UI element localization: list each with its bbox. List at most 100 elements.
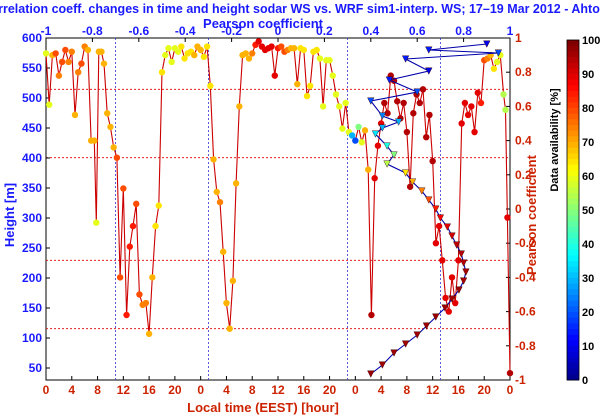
colorbar-swatch	[567, 278, 579, 285]
right-tick-label: 1	[515, 31, 522, 45]
time-series-point	[374, 142, 382, 149]
time-series-point	[468, 103, 475, 110]
colorbar-label: Data availability [%]	[549, 88, 561, 192]
bottom-tick-label: 8	[404, 383, 411, 397]
colorbar-swatch	[567, 232, 579, 239]
colorbar-swatch	[567, 204, 579, 211]
left-tick-label: 500	[22, 91, 42, 105]
time-series-point	[52, 50, 59, 57]
colorbar-swatch	[567, 357, 579, 364]
colorbar-swatch	[567, 329, 579, 336]
profile-point	[390, 151, 398, 159]
time-series-point	[278, 43, 285, 50]
colorbar-swatch	[567, 147, 579, 154]
top-tick-label: 0.2	[316, 24, 333, 38]
time-series-point	[152, 222, 159, 230]
profile-point	[413, 88, 421, 96]
time-series-point	[120, 185, 127, 192]
top-tick-label: 0	[275, 24, 282, 38]
time-series-point	[271, 72, 278, 79]
time-series-point	[220, 248, 227, 255]
time-series-point	[294, 80, 301, 88]
profile-point	[378, 124, 387, 132]
colorbar-swatch	[567, 170, 579, 177]
right-tick-label: -1	[515, 373, 526, 387]
time-series-point	[165, 45, 172, 52]
time-series-point	[452, 299, 459, 307]
time-series-point	[326, 57, 333, 64]
colorbar-swatch	[567, 312, 579, 319]
time-series-point	[332, 91, 340, 98]
colorbar-swatch	[567, 57, 579, 64]
time-series-point	[116, 274, 124, 281]
time-series-point	[502, 106, 509, 114]
colorbar-swatch	[567, 351, 579, 358]
colorbar-tick-label: 70	[582, 137, 594, 149]
top-tick-label: 0.8	[455, 24, 472, 38]
bottom-tick-label: 12	[271, 383, 285, 397]
time-series-point	[371, 175, 378, 182]
time-series-point	[62, 46, 69, 54]
time-series-point	[210, 156, 217, 163]
time-series-point	[91, 137, 98, 144]
top-tick-label: -0.4	[175, 24, 196, 38]
time-series-point	[110, 144, 117, 151]
time-series-point	[313, 46, 320, 54]
profile-point	[462, 268, 470, 276]
colorbar-swatch	[567, 300, 579, 307]
time-series-point	[358, 139, 365, 146]
profile-point	[383, 160, 391, 168]
colorbar-swatch	[567, 272, 579, 279]
left-tick-label: 400	[22, 151, 42, 165]
profile-point	[367, 370, 375, 378]
profile-point	[494, 49, 503, 57]
colorbar-tick-label: 90	[582, 69, 594, 81]
right-tick-label: 0	[515, 202, 522, 216]
colorbar-swatch	[567, 238, 579, 245]
time-series-point	[232, 180, 240, 187]
time-series-point	[352, 137, 359, 144]
right-tick-label: 0.2	[515, 168, 532, 182]
top-tick-label: -0.2	[221, 24, 242, 38]
time-series-point	[126, 243, 133, 250]
time-series-point	[136, 291, 143, 298]
time-series-point	[419, 86, 427, 93]
time-series-point	[200, 53, 208, 61]
left-tick-label: 250	[22, 241, 42, 255]
colorbar-swatch	[567, 363, 579, 370]
profile-point	[453, 241, 461, 249]
bottom-tick-label: 12	[426, 383, 440, 397]
colorbar-swatch	[567, 181, 579, 188]
time-series-point	[329, 72, 336, 79]
time-series-point	[123, 311, 130, 319]
profile-point	[378, 112, 387, 120]
bottom-tick-label: 4	[223, 383, 230, 397]
time-series-point	[365, 166, 372, 173]
time-series-point	[65, 58, 72, 66]
bottom-tick-label: 0	[43, 383, 50, 397]
colorbar-swatch	[567, 255, 579, 262]
time-series-point	[113, 154, 121, 161]
colorbar-tick-label: 100	[582, 35, 600, 47]
bottom-tick-label: 0	[197, 383, 204, 397]
colorbar-swatch	[567, 193, 579, 200]
colorbar-swatch	[567, 198, 579, 205]
colorbar-swatch	[567, 142, 579, 149]
time-series-point	[242, 50, 249, 57]
time-series-point	[429, 157, 436, 165]
profile-point	[448, 232, 456, 240]
time-series-point	[223, 299, 230, 307]
time-series-point	[439, 257, 446, 264]
colorbar-tick-label: 80	[582, 103, 594, 115]
time-series-point	[506, 369, 514, 377]
profile-point	[390, 349, 398, 357]
time-series-point	[504, 214, 511, 221]
profile-point	[367, 97, 375, 105]
left-tick-label: 200	[22, 271, 42, 285]
right-tick-label: 0.6	[515, 99, 532, 113]
profile-point	[383, 142, 391, 150]
colorbar-swatch	[567, 317, 579, 324]
time-series-point	[207, 82, 214, 90]
colorbar-swatch	[567, 74, 579, 81]
